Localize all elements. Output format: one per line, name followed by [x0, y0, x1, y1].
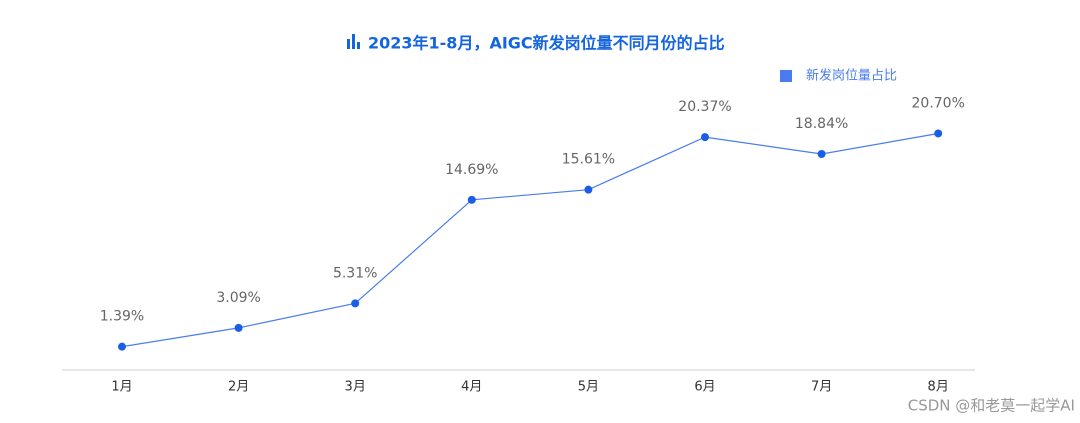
- series-line: [121, 132, 939, 348]
- data-label: 20.70%: [912, 95, 965, 111]
- legend-label: 新发岗位量占比: [806, 68, 897, 84]
- chart-title: 2023年1-8月，AIGC新发岗位量不同月份的占比: [368, 34, 725, 53]
- x-tick-label: 7月: [811, 380, 832, 395]
- data-label: 3.09%: [216, 290, 260, 306]
- x-tick-label: 5月: [578, 380, 599, 395]
- x-tick-label: 4月: [461, 380, 482, 395]
- data-label: 15.61%: [562, 152, 615, 168]
- legend-swatch: [780, 70, 792, 82]
- data-point: [467, 195, 476, 204]
- data-point: [351, 299, 360, 308]
- data-label: 18.84%: [795, 116, 848, 132]
- data-point: [934, 129, 943, 138]
- data-point: [234, 323, 243, 332]
- x-tick-label: 2月: [228, 380, 249, 395]
- x-tick-label: 6月: [694, 380, 715, 395]
- watermark: CSDN @和老莫一起学AI: [908, 397, 1075, 415]
- data-label: 1.39%: [100, 309, 144, 325]
- data-label: 20.37%: [678, 99, 731, 115]
- data-point: [118, 342, 126, 351]
- data-point: [701, 133, 709, 142]
- x-tick-label: 8月: [928, 380, 949, 395]
- x-tick-label: 1月: [111, 380, 132, 395]
- data-label: 14.69%: [445, 162, 498, 178]
- data-point: [584, 185, 593, 194]
- data-label: 5.31%: [333, 265, 377, 281]
- x-tick-label: 3月: [345, 380, 366, 395]
- data-point: [817, 150, 826, 159]
- title-icon: [347, 34, 360, 49]
